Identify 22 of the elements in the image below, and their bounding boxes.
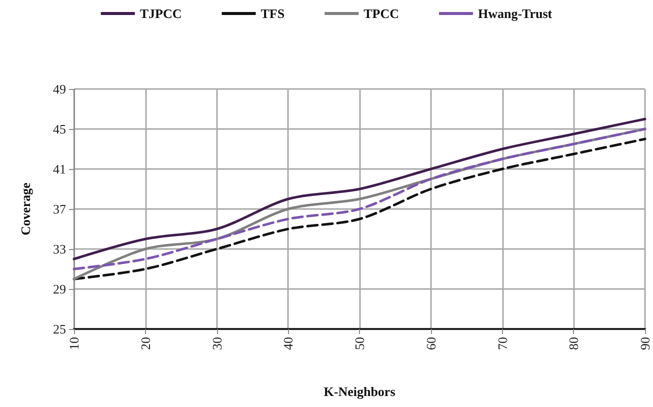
x-tick-label: 60 bbox=[423, 337, 438, 350]
legend-label: Hwang-Trust bbox=[478, 6, 553, 21]
x-tick-label: 30 bbox=[209, 337, 224, 350]
y-tick-label: 37 bbox=[53, 202, 66, 216]
x-axis-title: K-Neighbors bbox=[324, 384, 396, 399]
legend-label: TFS bbox=[260, 6, 285, 21]
y-tick-label: 25 bbox=[53, 322, 66, 336]
legend-label: TJPCC bbox=[140, 6, 182, 21]
y-tick-label: 45 bbox=[53, 122, 66, 136]
y-tick-label: 41 bbox=[53, 162, 66, 176]
legend-label: TPCC bbox=[364, 6, 399, 21]
y-tick-label: 29 bbox=[53, 282, 66, 296]
x-tick-label: 70 bbox=[494, 337, 510, 350]
y-axis-title: Coverage bbox=[18, 182, 33, 236]
x-tick-label: 40 bbox=[280, 337, 296, 350]
x-tick-label: 90 bbox=[638, 337, 652, 350]
x-tick-label: 20 bbox=[138, 337, 153, 350]
x-tick-label: 10 bbox=[66, 337, 82, 350]
x-tick-label: 80 bbox=[566, 337, 582, 350]
y-tick-label: 33 bbox=[53, 242, 66, 256]
x-tick-label: 50 bbox=[352, 337, 367, 350]
y-tick-label: 49 bbox=[53, 82, 66, 96]
